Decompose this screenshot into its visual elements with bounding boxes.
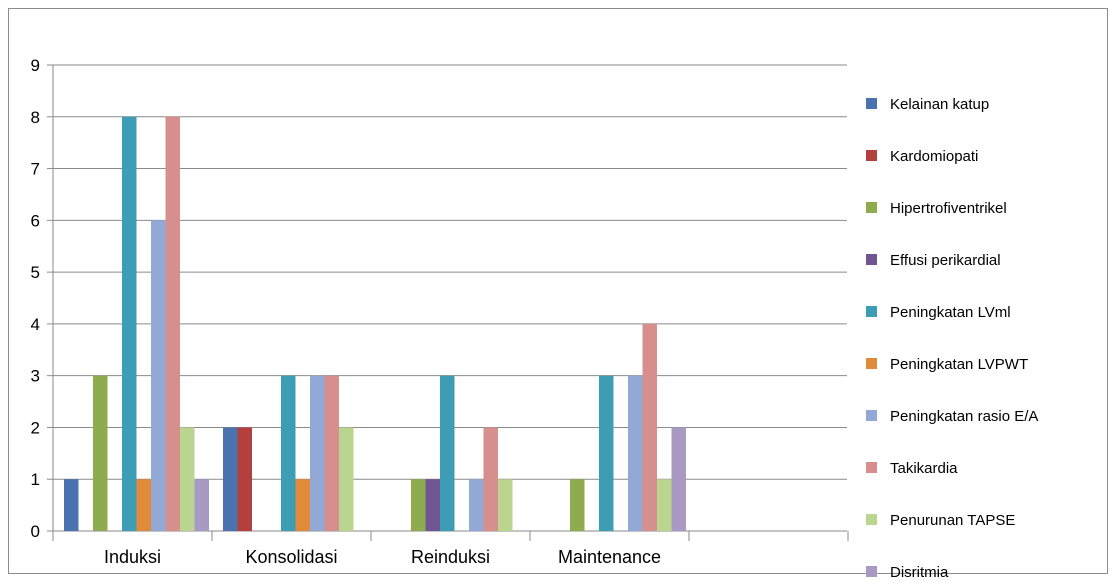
x-category-label: Reinduksi (411, 547, 490, 567)
legend-swatch (866, 202, 877, 213)
legend-label: Effusi perikardial (890, 252, 1001, 269)
legend-swatch (866, 98, 877, 109)
bar (223, 427, 238, 531)
legend-label: Kardomiopati (890, 148, 978, 165)
bar (498, 479, 513, 531)
legend-swatch (866, 306, 877, 317)
bar (194, 479, 209, 531)
bar (165, 116, 180, 532)
bar (180, 427, 195, 531)
legend-label: Peningkatan rasio E/A (890, 408, 1038, 425)
y-tick-label: 6 (31, 211, 40, 230)
y-tick-label: 7 (31, 160, 40, 179)
y-tick-label: 5 (31, 263, 40, 282)
bar (310, 375, 325, 531)
bar (628, 375, 643, 531)
y-tick-label: 4 (31, 315, 40, 334)
bar (295, 479, 310, 531)
bar (411, 479, 426, 531)
legend-swatch (866, 254, 877, 265)
bar (642, 323, 657, 531)
bar (599, 375, 614, 531)
y-tick-label: 3 (31, 367, 40, 386)
bar (469, 479, 484, 531)
x-category-label: Maintenance (558, 547, 661, 567)
legend-swatch (866, 358, 877, 369)
legend-swatch (866, 410, 877, 421)
bar (339, 427, 354, 531)
bar (570, 479, 585, 531)
legend-label: Disritmia (890, 564, 949, 581)
bar (671, 427, 686, 531)
x-category-label: Induksi (104, 547, 161, 567)
legend-swatch (866, 462, 877, 473)
legend-label: Peningkatan LVml (890, 304, 1011, 321)
legend-swatch (866, 566, 877, 577)
bar (483, 427, 498, 531)
bar (64, 479, 79, 531)
bar (440, 375, 455, 531)
y-tick-label: 2 (31, 418, 40, 437)
y-tick-label: 0 (31, 522, 40, 541)
legend-label: Penurunan TAPSE (890, 512, 1015, 529)
bar (657, 479, 672, 531)
x-category-label: Konsolidasi (245, 547, 337, 567)
legend-label: Peningkatan LVPWT (890, 356, 1028, 373)
bar (151, 220, 166, 532)
y-tick-label: 1 (31, 470, 40, 489)
bar (237, 427, 252, 531)
bar (122, 116, 137, 532)
bar (93, 375, 108, 531)
bar (136, 479, 151, 531)
y-tick-label: 8 (31, 108, 40, 127)
legend-label: Kelainan katup (890, 96, 989, 113)
y-tick-label: 9 (31, 56, 40, 75)
bar (425, 479, 440, 531)
legend-label: Takikardia (890, 460, 958, 477)
legend-label: Hipertrofiventrikel (890, 200, 1007, 217)
legend-swatch (866, 514, 877, 525)
bar (324, 375, 339, 531)
legend-swatch (866, 150, 877, 161)
bar (281, 375, 296, 531)
